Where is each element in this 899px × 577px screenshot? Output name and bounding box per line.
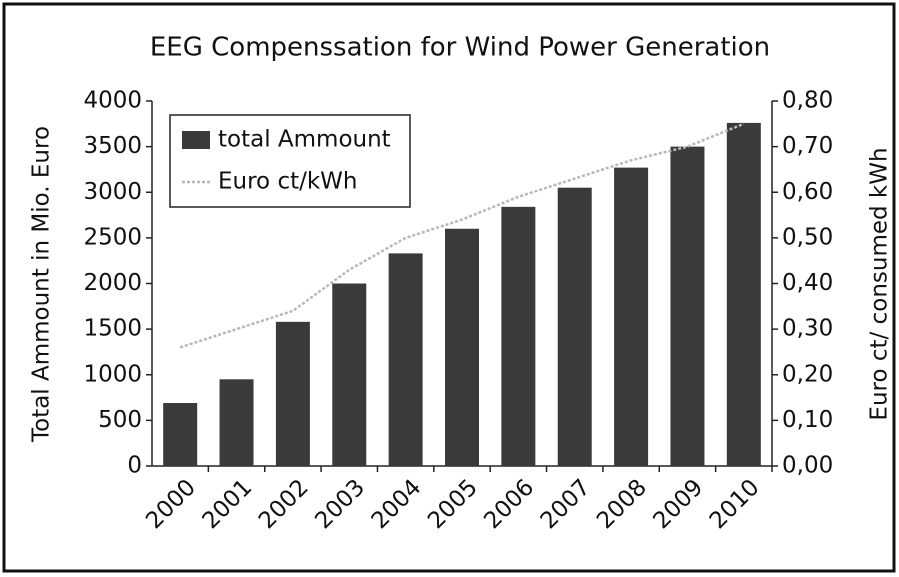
legend-box [169,114,411,208]
line-series [179,122,745,349]
y2-tick-label: 0,40 [782,270,833,296]
y-tick-label: 2500 [83,224,142,250]
y-tick-label: 3000 [83,179,142,205]
legend-label: total Ammount [218,127,391,153]
legend-swatch [182,131,210,149]
legend-label: Euro ct/kWh [218,169,358,195]
bar [445,228,479,466]
y2-tick-label: 0,50 [782,224,833,250]
y-tick-label: 4000 [83,88,142,114]
bar [388,253,423,466]
chart-title: EEG Compenssation for Wind Power Generat… [150,33,770,63]
bar [163,403,198,466]
y2-tick-label: 0,10 [782,407,833,433]
y2-tick-label: 0,60 [782,179,833,205]
y2-tick-label: 0,30 [782,316,833,342]
bar [332,283,367,466]
y2-tick-label: 0,80 [782,88,833,114]
y-tick-label: 1000 [83,361,142,387]
bar [219,379,254,466]
y-tick-label: 2000 [83,270,142,296]
bar [670,146,705,466]
bar [557,187,592,466]
bar [275,321,310,466]
y-tick-label: 500 [98,407,142,433]
y2-tick-label: 0,20 [782,361,833,387]
bar [501,206,536,466]
y-tick-label: 1500 [83,316,142,342]
y-axis-label: Total Ammount in Mio. Euro [29,126,55,443]
y-tick-label: 3500 [83,133,142,159]
y-tick-label: 0 [127,453,142,479]
bar [614,167,649,467]
y2-tick-label: 0,70 [782,133,833,159]
y2-tick-label: 0,00 [782,453,833,479]
bar [726,122,761,467]
y2-axis-label: Euro ct/ consumed kWh [867,147,893,420]
